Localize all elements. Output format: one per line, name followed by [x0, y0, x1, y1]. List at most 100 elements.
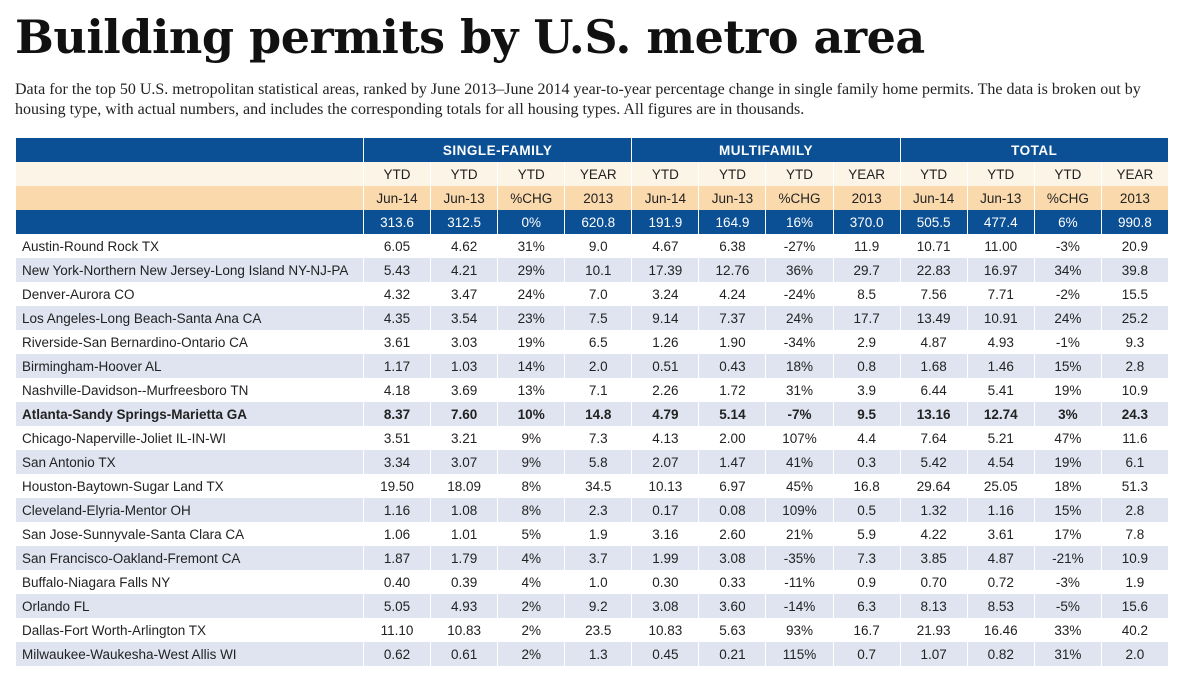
table-cell: 109% — [765, 498, 834, 522]
totals-cell: 990.8 — [1100, 210, 1169, 234]
table-cell: -3% — [1033, 234, 1102, 258]
table-cell: 8.5 — [832, 282, 901, 306]
totals-cell: 477.4 — [966, 210, 1035, 234]
column-header-top: YTD — [899, 162, 968, 186]
table-row: Los Angeles-Long Beach-Santa Ana CA 4.35 3… — [15, 306, 1169, 330]
table-cell: 6.3 — [832, 594, 901, 618]
table-cell: 41% — [765, 450, 834, 474]
page-title: Building permits by U.S. metro area — [15, 10, 925, 64]
table-cell: 0.30 — [631, 570, 700, 594]
metro-name: Buffalo-Niagara Falls NY — [15, 570, 364, 594]
table-cell: 9% — [497, 426, 566, 450]
table-cell: 34.5 — [564, 474, 633, 498]
metro-name: Chicago-Naperville-Joliet IL-IN-WI — [15, 426, 364, 450]
table-cell: -7% — [765, 402, 834, 426]
table-cell: 3.03 — [430, 330, 499, 354]
totals-cell: 191.9 — [631, 210, 700, 234]
table-row: Orlando FL 5.05 4.93 2% 9.2 3.08 3.60 -14% 6.3 8.… — [15, 594, 1169, 618]
table-cell: 5.43 — [362, 258, 432, 282]
table-cell: 0.43 — [698, 354, 767, 378]
table-cell: 14.8 — [564, 402, 633, 426]
header-corner — [15, 138, 364, 162]
table-cell: -27% — [765, 234, 834, 258]
table-cell: 0.62 — [362, 642, 432, 666]
table-cell: 2% — [497, 642, 566, 666]
table-cell: 4% — [497, 546, 566, 570]
table-cell: 31% — [765, 378, 834, 402]
table-cell: 3.61 — [966, 522, 1035, 546]
table-row: New York-Northern New Jersey-Long Island… — [15, 258, 1169, 282]
table-row: Riverside-San Bernardino-Ontario CA 3.61 3… — [15, 330, 1169, 354]
table-cell: 7.64 — [899, 426, 968, 450]
table-cell: 6.97 — [698, 474, 767, 498]
metro-name: Cleveland-Elyria-Mentor OH — [15, 498, 364, 522]
table-cell: 18.09 — [430, 474, 499, 498]
table-cell: 22.83 — [899, 258, 968, 282]
column-header-top: YTD — [362, 162, 432, 186]
metro-name: Los Angeles-Long Beach-Santa Ana CA — [15, 306, 364, 330]
table-cell: -34% — [765, 330, 834, 354]
table-cell: 5.14 — [698, 402, 767, 426]
table-cell: 3.69 — [430, 378, 499, 402]
table-cell: -35% — [765, 546, 834, 570]
table-cell: 10.13 — [631, 474, 700, 498]
metro-name: New York-Northern New Jersey-Long Island… — [15, 258, 364, 282]
column-header-top: YEAR — [564, 162, 633, 186]
table-cell: 3.54 — [430, 306, 499, 330]
totals-cell: 164.9 — [698, 210, 767, 234]
table-row: Buffalo-Niagara Falls NY 0.40 0.39 4% 1.0 0.3… — [15, 570, 1169, 594]
table-cell: 4.87 — [899, 330, 968, 354]
table-cell: 0.70 — [899, 570, 968, 594]
table-cell: 3.08 — [631, 594, 700, 618]
subheader-corner — [15, 186, 364, 210]
table-cell: 29.64 — [899, 474, 968, 498]
table-cell: 13.16 — [899, 402, 968, 426]
table-cell: 15% — [1033, 354, 1102, 378]
table-cell: 6.38 — [698, 234, 767, 258]
table-cell: 1.03 — [430, 354, 499, 378]
table-cell: 20.9 — [1100, 234, 1169, 258]
subheader-corner — [15, 162, 364, 186]
table-cell: 24.3 — [1100, 402, 1169, 426]
table-cell: 39.8 — [1100, 258, 1169, 282]
table-cell: 13% — [497, 378, 566, 402]
totals-label — [15, 210, 364, 234]
table-cell: 3.34 — [362, 450, 432, 474]
table-cell: 7.56 — [899, 282, 968, 306]
table-cell: 11.10 — [362, 618, 432, 642]
table-cell: -11% — [765, 570, 834, 594]
table-cell: 4.22 — [899, 522, 968, 546]
table-cell: 1.9 — [1100, 570, 1169, 594]
table-cell: 29% — [497, 258, 566, 282]
table-cell: 1.17 — [362, 354, 432, 378]
table-cell: 0.5 — [832, 498, 901, 522]
table-cell: -21% — [1033, 546, 1102, 570]
table-row: Milwaukee-Waukesha-West Allis WI 0.62 0.61… — [15, 642, 1169, 666]
table-row: Houston-Baytown-Sugar Land TX 19.50 18.09 8… — [15, 474, 1169, 498]
table-cell: 1.3 — [564, 642, 633, 666]
column-header-bottom: Jun-14 — [362, 186, 432, 210]
group-header-multifamily: MULTIFAMILY — [631, 138, 901, 162]
table-cell: 24% — [1033, 306, 1102, 330]
table-cell: 5% — [497, 522, 566, 546]
table-cell: 9.5 — [832, 402, 901, 426]
table-cell: 15.6 — [1100, 594, 1169, 618]
table-cell: 4.79 — [631, 402, 700, 426]
table-cell: 1.9 — [564, 522, 633, 546]
table-row: Atlanta-Sandy Springs-Marietta GA 8.37 7.6… — [15, 402, 1169, 426]
table-cell: 2.0 — [1100, 642, 1169, 666]
metro-name: Birmingham-Hoover AL — [15, 354, 364, 378]
group-header-single-family: SINGLE-FAMILY — [362, 138, 633, 162]
table-cell: 0.33 — [698, 570, 767, 594]
table-cell: 19% — [1033, 378, 1102, 402]
table-cell: 5.05 — [362, 594, 432, 618]
column-header-top: YEAR — [832, 162, 901, 186]
table-row: San Jose-Sunnyvale-Santa Clara CA 1.06 1.0… — [15, 522, 1169, 546]
table-cell: 1.0 — [564, 570, 633, 594]
table-cell: 19.50 — [362, 474, 432, 498]
column-header-top: YEAR — [1100, 162, 1169, 186]
table-cell: 1.79 — [430, 546, 499, 570]
table-cell: 17.39 — [631, 258, 700, 282]
table-cell: 3.60 — [698, 594, 767, 618]
table-cell: 6.5 — [564, 330, 633, 354]
